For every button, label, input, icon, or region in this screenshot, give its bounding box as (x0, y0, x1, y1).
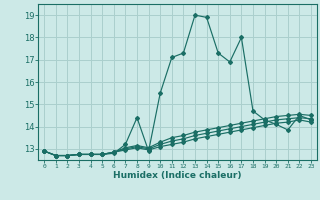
X-axis label: Humidex (Indice chaleur): Humidex (Indice chaleur) (113, 171, 242, 180)
